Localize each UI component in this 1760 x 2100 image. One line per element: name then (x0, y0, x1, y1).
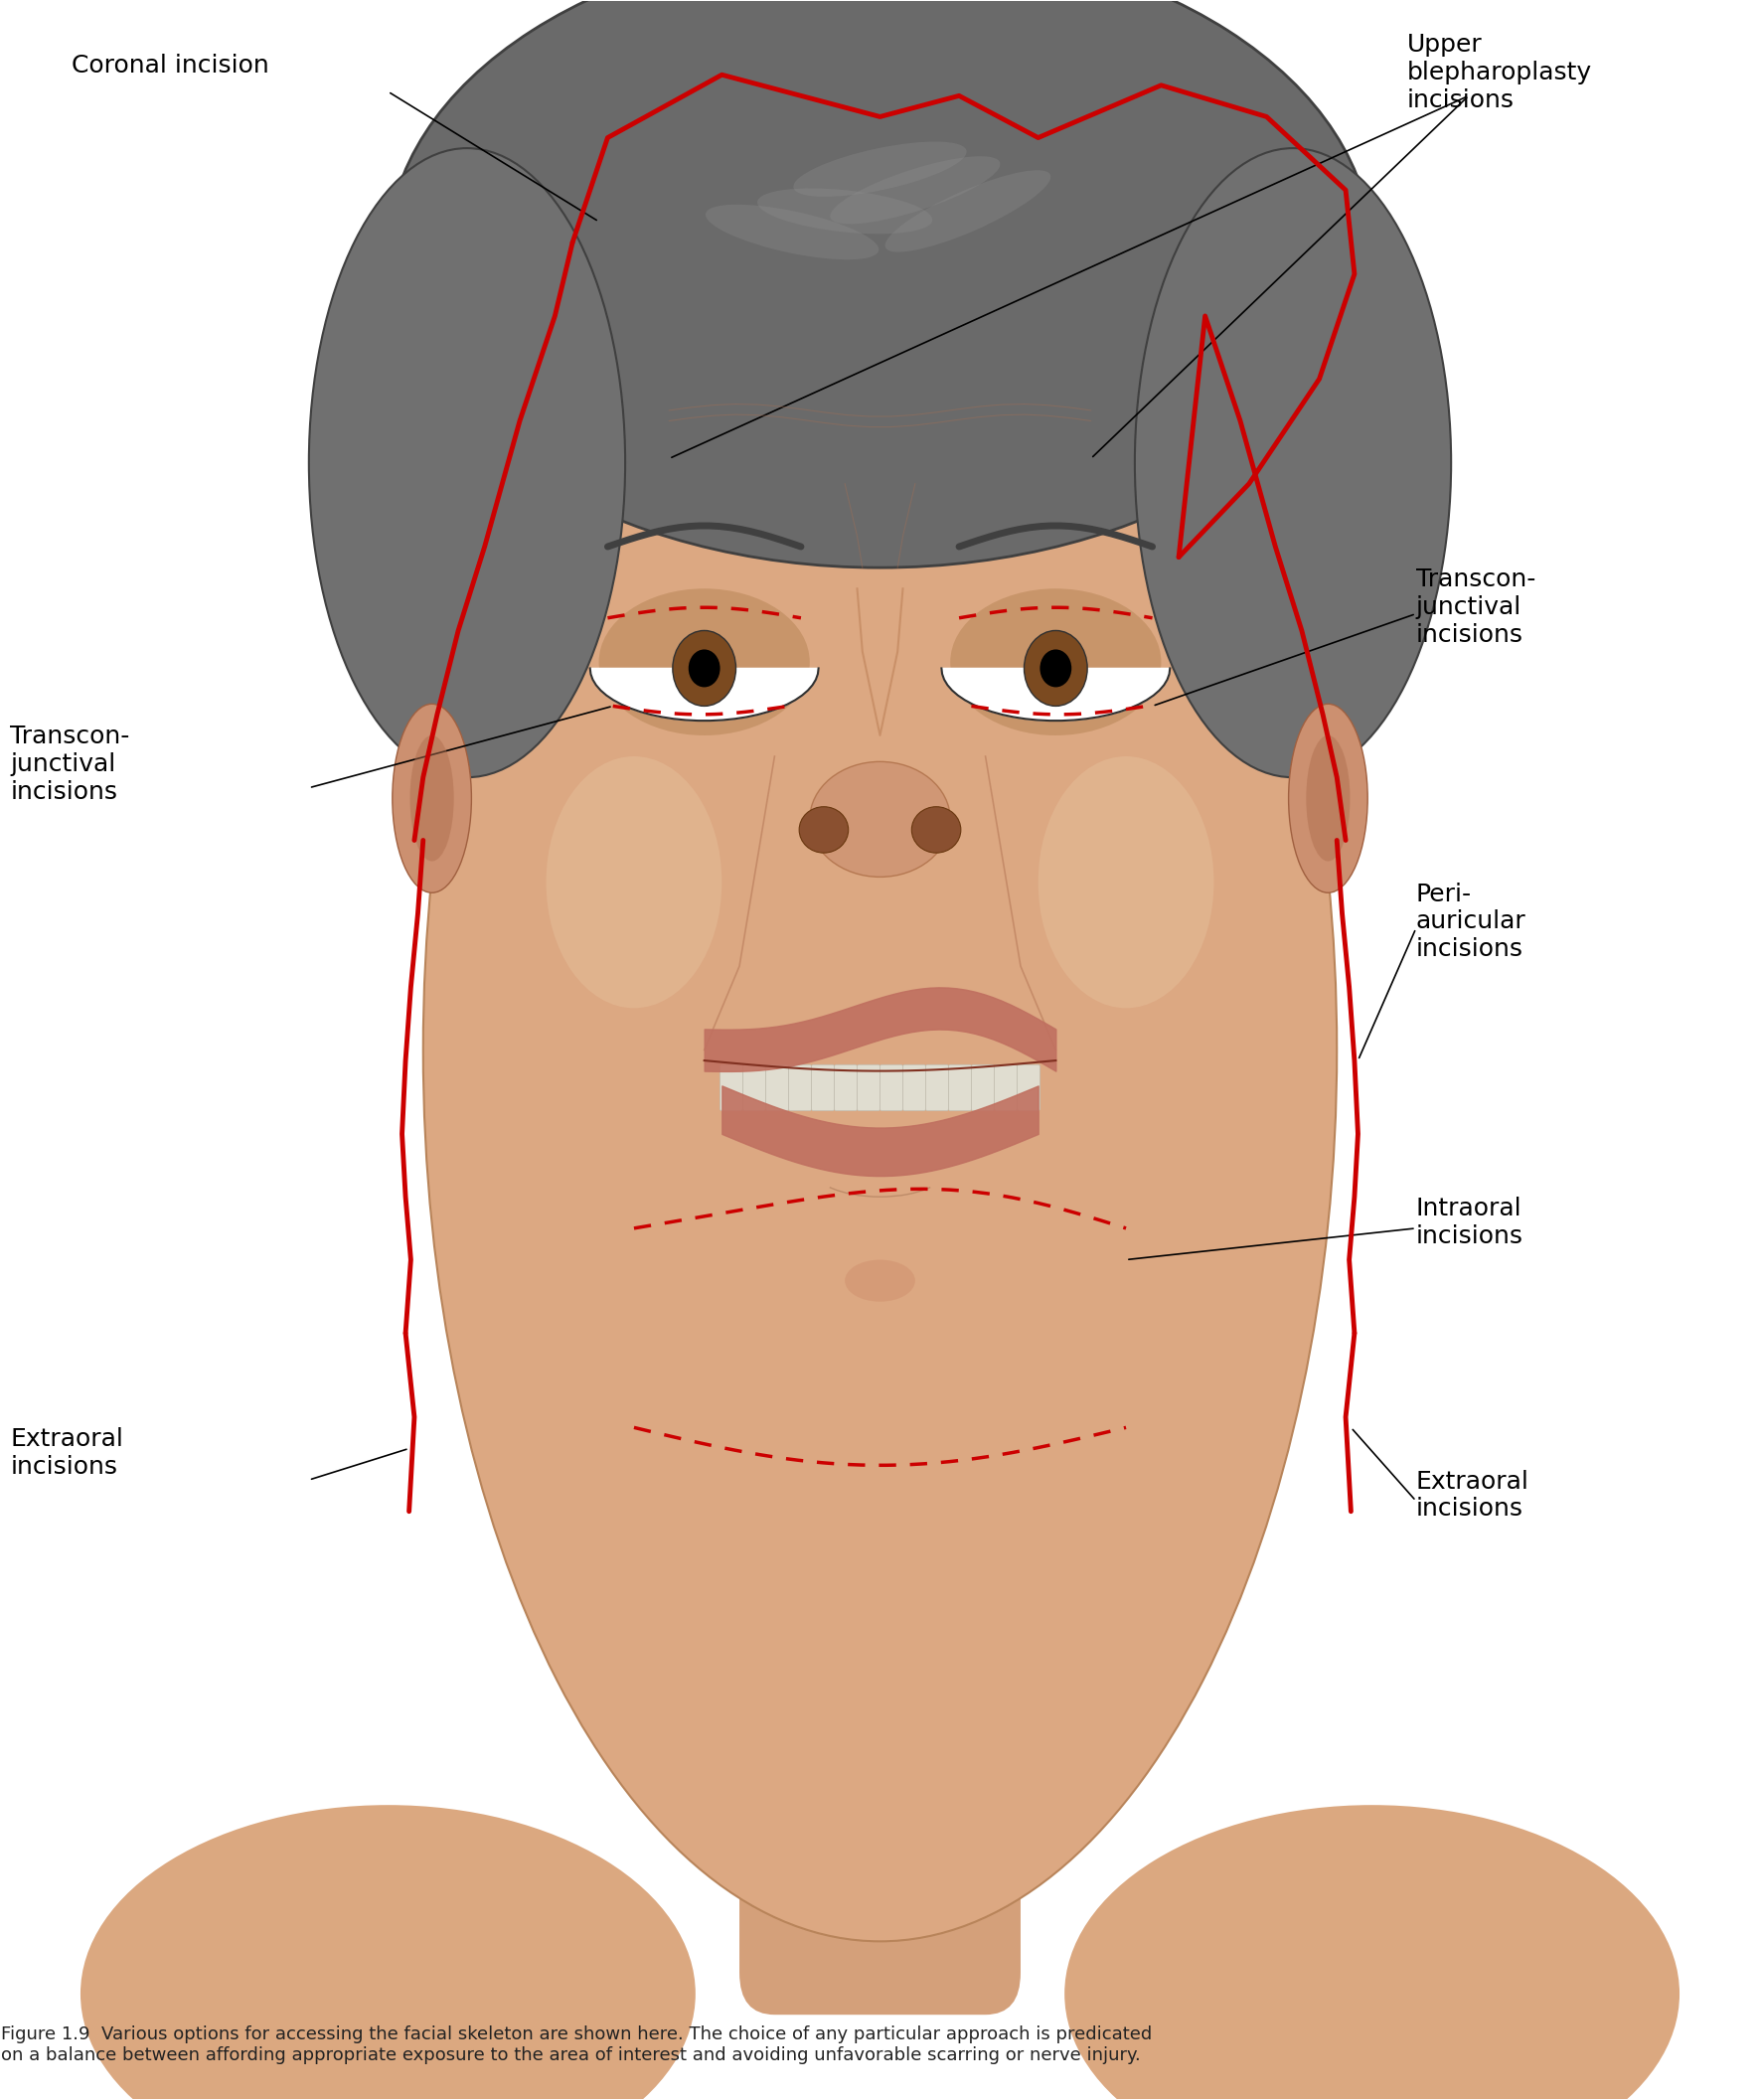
Circle shape (688, 649, 720, 687)
FancyBboxPatch shape (972, 1065, 994, 1111)
FancyBboxPatch shape (720, 1065, 743, 1111)
FancyBboxPatch shape (857, 1065, 880, 1111)
FancyBboxPatch shape (743, 1065, 766, 1111)
Text: Figure 1.9  Various options for accessing the facial skeleton are shown here. Th: Figure 1.9 Various options for accessing… (2, 2024, 1153, 2064)
FancyBboxPatch shape (834, 1065, 857, 1111)
Text: Intraoral
incisions: Intraoral incisions (1417, 1197, 1524, 1247)
Circle shape (1024, 630, 1088, 706)
Ellipse shape (912, 806, 961, 853)
FancyBboxPatch shape (880, 1065, 903, 1111)
Ellipse shape (310, 149, 625, 777)
FancyBboxPatch shape (1017, 1065, 1040, 1111)
Text: Extraoral
incisions: Extraoral incisions (11, 1428, 123, 1478)
Text: Transcon-
junctival
incisions: Transcon- junctival incisions (1417, 567, 1535, 647)
Text: Coronal incision: Coronal incision (72, 55, 269, 78)
Ellipse shape (950, 588, 1162, 735)
Ellipse shape (387, 0, 1373, 567)
Ellipse shape (392, 704, 472, 892)
Ellipse shape (546, 756, 722, 1008)
Ellipse shape (794, 141, 966, 197)
Ellipse shape (81, 1806, 695, 2100)
Circle shape (1040, 649, 1072, 687)
Ellipse shape (1135, 149, 1450, 777)
Ellipse shape (1306, 735, 1350, 861)
Ellipse shape (845, 1260, 915, 1302)
Text: Peri-
auricular
incisions: Peri- auricular incisions (1417, 882, 1526, 962)
Polygon shape (590, 668, 818, 720)
Ellipse shape (598, 588, 810, 735)
FancyBboxPatch shape (949, 1065, 972, 1111)
Ellipse shape (458, 13, 1302, 745)
FancyBboxPatch shape (788, 1065, 811, 1111)
Text: Upper
blepharoplasty
incisions: Upper blepharoplasty incisions (1408, 34, 1593, 111)
Circle shape (672, 630, 736, 706)
Text: Transcon-
junctival
incisions: Transcon- junctival incisions (11, 724, 130, 804)
Ellipse shape (799, 806, 848, 853)
FancyBboxPatch shape (766, 1065, 788, 1111)
Ellipse shape (1065, 1806, 1679, 2100)
FancyBboxPatch shape (739, 1554, 1021, 2014)
Ellipse shape (1288, 704, 1368, 892)
FancyBboxPatch shape (811, 1065, 834, 1111)
FancyBboxPatch shape (994, 1065, 1017, 1111)
Text: Extraoral
incisions: Extraoral incisions (1417, 1470, 1529, 1520)
Ellipse shape (885, 170, 1051, 252)
FancyBboxPatch shape (926, 1065, 949, 1111)
Ellipse shape (422, 160, 1338, 1940)
Ellipse shape (831, 155, 1000, 225)
FancyBboxPatch shape (903, 1065, 926, 1111)
Polygon shape (942, 668, 1170, 720)
Ellipse shape (706, 204, 878, 260)
Ellipse shape (757, 189, 933, 233)
Ellipse shape (410, 735, 454, 861)
Ellipse shape (1038, 756, 1214, 1008)
Ellipse shape (810, 762, 950, 878)
